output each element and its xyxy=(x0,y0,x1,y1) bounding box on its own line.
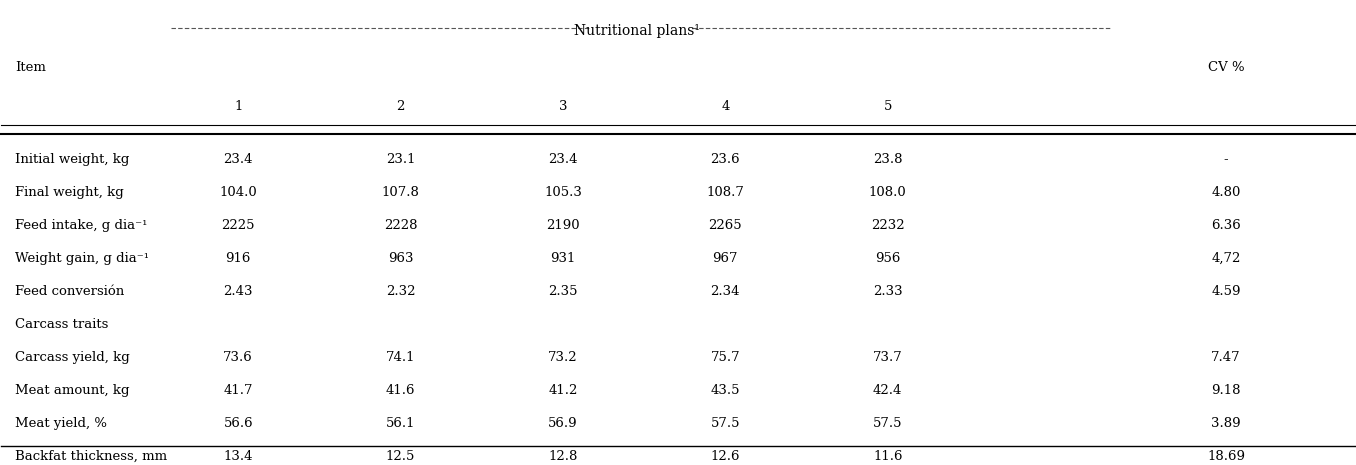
Text: 916: 916 xyxy=(225,252,251,265)
Text: 11.6: 11.6 xyxy=(873,450,903,463)
Text: 2225: 2225 xyxy=(221,219,255,232)
Text: 41.7: 41.7 xyxy=(224,384,254,397)
Text: 7.47: 7.47 xyxy=(1211,351,1241,364)
Text: Weight gain, g dia⁻¹: Weight gain, g dia⁻¹ xyxy=(15,252,149,265)
Text: 931: 931 xyxy=(551,252,576,265)
Text: Item: Item xyxy=(15,61,46,74)
Text: Carcass traits: Carcass traits xyxy=(15,318,108,331)
Text: 75.7: 75.7 xyxy=(711,351,740,364)
Text: 23.4: 23.4 xyxy=(548,153,578,166)
Text: 3.89: 3.89 xyxy=(1211,417,1241,430)
Text: Backfat thickness, mm: Backfat thickness, mm xyxy=(15,450,167,463)
Text: 2228: 2228 xyxy=(384,219,418,232)
Text: 74.1: 74.1 xyxy=(386,351,415,364)
Text: 56.6: 56.6 xyxy=(224,417,254,430)
Text: 23.6: 23.6 xyxy=(711,153,740,166)
Text: 42.4: 42.4 xyxy=(873,384,903,397)
Text: 2.35: 2.35 xyxy=(548,285,578,298)
Text: 105.3: 105.3 xyxy=(544,186,582,199)
Text: 2190: 2190 xyxy=(546,219,580,232)
Text: 2232: 2232 xyxy=(871,219,904,232)
Text: Meat amount, kg: Meat amount, kg xyxy=(15,384,129,397)
Text: 18.69: 18.69 xyxy=(1207,450,1245,463)
Text: 108.0: 108.0 xyxy=(869,186,907,199)
Text: 108.7: 108.7 xyxy=(706,186,744,199)
Text: 6.36: 6.36 xyxy=(1211,219,1241,232)
Text: 41.2: 41.2 xyxy=(548,384,578,397)
Text: 73.2: 73.2 xyxy=(548,351,578,364)
Text: Initial weight, kg: Initial weight, kg xyxy=(15,153,129,166)
Text: 41.6: 41.6 xyxy=(386,384,415,397)
Text: 2.33: 2.33 xyxy=(873,285,903,298)
Text: 56.9: 56.9 xyxy=(548,417,578,430)
Text: 2.34: 2.34 xyxy=(711,285,740,298)
Text: 956: 956 xyxy=(875,252,900,265)
Text: Nutritional plans¹: Nutritional plans¹ xyxy=(575,24,700,38)
Text: 23.4: 23.4 xyxy=(224,153,254,166)
Text: 23.1: 23.1 xyxy=(386,153,415,166)
Text: 57.5: 57.5 xyxy=(873,417,903,430)
Text: 2265: 2265 xyxy=(709,219,742,232)
Text: 12.6: 12.6 xyxy=(711,450,740,463)
Text: CV %: CV % xyxy=(1208,61,1245,74)
Text: 2: 2 xyxy=(396,100,405,113)
Text: 43.5: 43.5 xyxy=(711,384,740,397)
Text: 56.1: 56.1 xyxy=(386,417,415,430)
Text: 73.7: 73.7 xyxy=(873,351,903,364)
Text: 4.59: 4.59 xyxy=(1211,285,1241,298)
Text: 967: 967 xyxy=(713,252,738,265)
Text: 57.5: 57.5 xyxy=(711,417,740,430)
Text: 12.5: 12.5 xyxy=(386,450,415,463)
Text: Meat yield, %: Meat yield, % xyxy=(15,417,107,430)
Text: 5: 5 xyxy=(884,100,892,113)
Text: 2.32: 2.32 xyxy=(386,285,415,298)
Text: 23.8: 23.8 xyxy=(873,153,903,166)
Text: 3: 3 xyxy=(559,100,567,113)
Text: 73.6: 73.6 xyxy=(224,351,254,364)
Text: 104.0: 104.0 xyxy=(220,186,258,199)
Text: 1: 1 xyxy=(235,100,243,113)
Text: 12.8: 12.8 xyxy=(548,450,578,463)
Text: 4: 4 xyxy=(721,100,730,113)
Text: 4,72: 4,72 xyxy=(1211,252,1241,265)
Text: Carcass yield, kg: Carcass yield, kg xyxy=(15,351,130,364)
Text: Final weight, kg: Final weight, kg xyxy=(15,186,123,199)
Text: 2.43: 2.43 xyxy=(224,285,254,298)
Text: 4.80: 4.80 xyxy=(1211,186,1241,199)
Text: 13.4: 13.4 xyxy=(224,450,254,463)
Text: 107.8: 107.8 xyxy=(381,186,419,199)
Text: 963: 963 xyxy=(388,252,414,265)
Text: Feed intake, g dia⁻¹: Feed intake, g dia⁻¹ xyxy=(15,219,148,232)
Text: Feed conversión: Feed conversión xyxy=(15,285,125,298)
Text: -: - xyxy=(1223,153,1229,166)
Text: 9.18: 9.18 xyxy=(1211,384,1241,397)
